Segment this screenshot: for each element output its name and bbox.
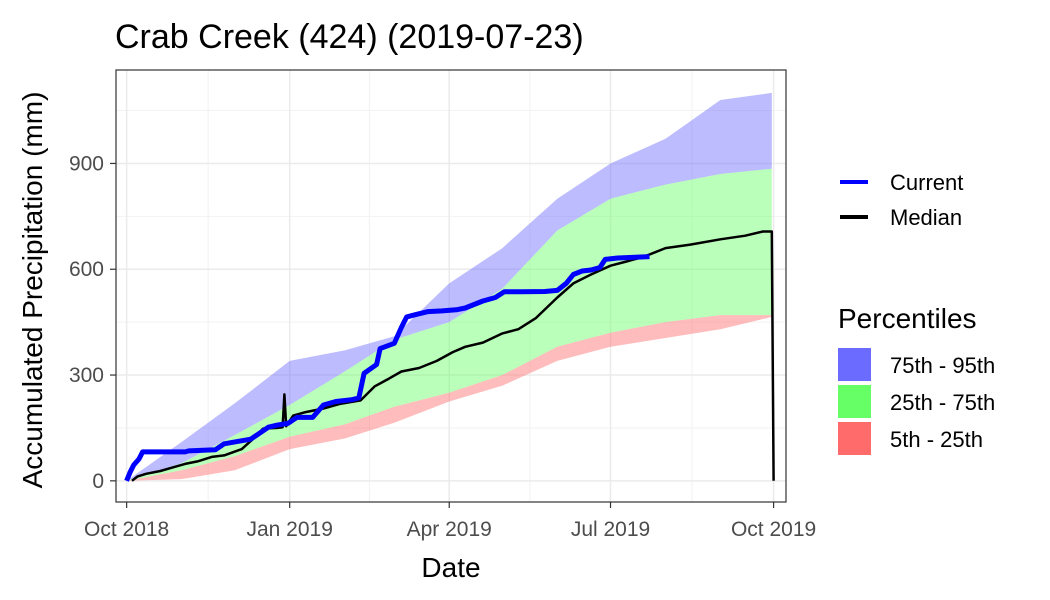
- percentile-bands: [126, 92, 772, 481]
- plot-border: [115, 69, 787, 503]
- x-axis-title: Date: [421, 552, 480, 583]
- legend-label-75-95: 75th - 95th: [890, 353, 995, 378]
- y-tick-label: 600: [69, 258, 104, 281]
- y-tick-label: 300: [69, 364, 104, 387]
- legend-item-current: Current: [840, 170, 963, 195]
- x-axis: Oct 2018 Jan 2019 Apr 2019 Jul 2019 Oct 2019: [84, 502, 816, 541]
- chart-title: Crab Creek (424) (2019-07-23): [115, 18, 584, 56]
- y-axis: 0 300 600 900: [69, 152, 116, 493]
- legend: Current Median Percentiles 75th - 95th 2…: [838, 170, 995, 455]
- legend-label-25-75: 25th - 75th: [890, 390, 995, 415]
- legend-swatch-5-25: [838, 422, 871, 455]
- percentile-band-2: [126, 315, 772, 481]
- x-tick-label: Oct 2019: [731, 518, 816, 541]
- legend-item-5-25: 5th - 25th: [838, 422, 983, 455]
- y-axis-title: Accumulated Precipitation (mm): [17, 92, 48, 489]
- percentile-band-0: [126, 92, 772, 481]
- percentile-band-1: [126, 168, 772, 481]
- series-lines: [124, 230, 775, 482]
- legend-label-median: Median: [890, 205, 962, 230]
- series-line-current: [124, 254, 650, 482]
- legend-title-percentiles: Percentiles: [838, 303, 977, 334]
- x-tick-label: Oct 2018: [84, 518, 169, 541]
- plot-background: [116, 70, 786, 502]
- legend-item-median: Median: [840, 205, 962, 230]
- x-tick-label: Jan 2019: [246, 518, 332, 541]
- x-tick-label: Jul 2019: [571, 518, 650, 541]
- legend-item-25-75: 25th - 75th: [838, 385, 995, 418]
- grid: [116, 70, 786, 502]
- plot-area: [115, 69, 787, 503]
- legend-swatch-25-75: [838, 385, 871, 418]
- y-tick-label: 0: [92, 470, 104, 493]
- legend-label-current: Current: [890, 170, 963, 195]
- legend-label-5-25: 5th - 25th: [890, 427, 983, 452]
- legend-swatch-75-95: [838, 348, 871, 381]
- x-tick-label: Apr 2019: [407, 518, 492, 541]
- legend-item-75-95: 75th - 95th: [838, 348, 995, 381]
- y-tick-label: 900: [69, 152, 104, 175]
